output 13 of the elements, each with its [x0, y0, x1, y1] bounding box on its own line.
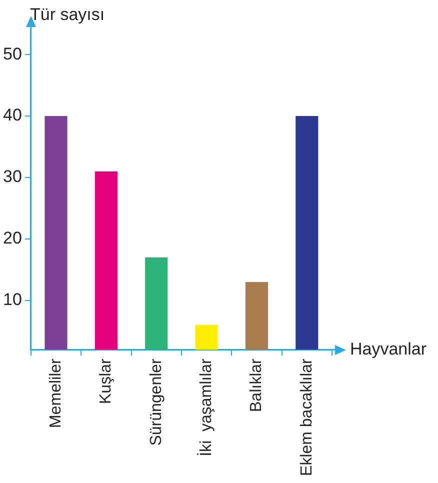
x-tick-label: Kuşlar: [98, 358, 115, 404]
x-tick-label: İki yaşamlılar: [196, 358, 215, 456]
x-tick-label: Memeliler: [47, 358, 64, 428]
x-axis-title: Hayvanlar: [350, 339, 427, 358]
y-tick-label: 50: [2, 44, 22, 64]
x-tick-label: Balıklar: [248, 358, 266, 412]
y-tick-label: 40: [2, 106, 22, 125]
x-tick-label: Eklem bacaklılar: [298, 358, 316, 476]
y-tick-label: 20: [2, 228, 22, 248]
y-tick-label: 10: [2, 290, 22, 310]
y-tick-label: 30: [2, 167, 22, 186]
x-tick-label: Sürüngenler: [148, 358, 165, 446]
y-axis-title: Tür sayısı: [30, 5, 105, 24]
